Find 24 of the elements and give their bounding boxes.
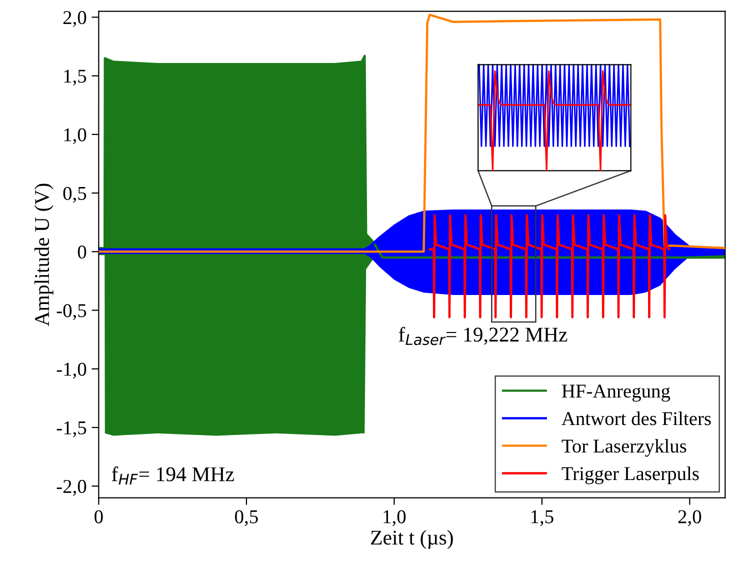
- line-series: [428, 214, 670, 318]
- y-tick-label: 0: [78, 245, 86, 259]
- y-axis-title: Amplitude U (V): [34, 184, 54, 326]
- x-tick-label: 0: [94, 510, 103, 524]
- x-tick-label: 0,5: [235, 510, 258, 526]
- y-tick-label: 2,0: [63, 11, 86, 27]
- legend-label: HF-Anregung: [562, 384, 670, 402]
- y-tick-label: 1,0: [64, 128, 86, 144]
- annotation: f$_{HF}$= 194 MHz: [112, 466, 234, 485]
- y-tick-label: 1,5: [64, 70, 86, 86]
- y-tick-label: -1,5: [56, 421, 86, 438]
- legend-label: Tor Laserzyklus: [562, 438, 686, 457]
- y-tick-label: 0,5: [63, 186, 86, 203]
- legend-label: Trigger Laserpuls: [562, 466, 699, 484]
- y-tick-label: -1,0: [56, 362, 86, 379]
- y-tick-label: -2,0: [56, 480, 86, 496]
- x-axis-title: Zeit t (µs): [371, 530, 453, 549]
- line-series: [98, 14, 726, 253]
- legend-label: Antwort des Filters: [562, 412, 711, 426]
- annotation: f$_{Laser}$= 19,222 MHz: [398, 326, 568, 346]
- x-tick-label: 2,0: [678, 510, 702, 526]
- x-tick-label: 1,5: [532, 510, 554, 526]
- y-tick-label: -0,5: [56, 304, 86, 320]
- x-tick-label: 1,0: [384, 510, 406, 526]
